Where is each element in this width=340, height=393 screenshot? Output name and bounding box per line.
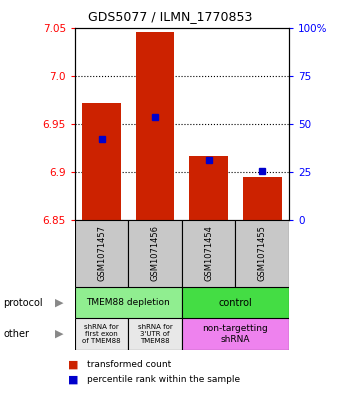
Text: GSM1071456: GSM1071456: [151, 226, 159, 281]
Text: ■: ■: [68, 374, 79, 384]
Text: protocol: protocol: [3, 298, 43, 308]
Text: ▶: ▶: [55, 298, 64, 308]
Text: transformed count: transformed count: [87, 360, 171, 369]
Bar: [182, 287, 289, 318]
Text: control: control: [219, 298, 252, 308]
Bar: [136, 32, 174, 220]
Text: shRNA for
3'UTR of
TMEM88: shRNA for 3'UTR of TMEM88: [138, 324, 172, 344]
Text: GSM1071457: GSM1071457: [97, 226, 106, 281]
Text: shRNA for
first exon
of TMEM88: shRNA for first exon of TMEM88: [82, 324, 121, 344]
Bar: [182, 220, 235, 287]
Text: ▶: ▶: [55, 329, 64, 339]
Bar: [82, 103, 121, 220]
Bar: [129, 318, 182, 350]
Text: non-targetting
shRNA: non-targetting shRNA: [203, 324, 268, 344]
Text: GDS5077 / ILMN_1770853: GDS5077 / ILMN_1770853: [88, 10, 252, 23]
Text: GSM1071455: GSM1071455: [258, 226, 267, 281]
Bar: [129, 220, 182, 287]
Bar: [243, 177, 282, 220]
Bar: [182, 318, 289, 350]
Bar: [75, 220, 129, 287]
Bar: [235, 220, 289, 287]
Bar: [75, 287, 182, 318]
Text: other: other: [3, 329, 29, 339]
Bar: [75, 318, 129, 350]
Text: percentile rank within the sample: percentile rank within the sample: [87, 375, 240, 384]
Text: ■: ■: [68, 360, 79, 370]
Bar: [189, 156, 228, 220]
Text: TMEM88 depletion: TMEM88 depletion: [86, 298, 170, 307]
Text: GSM1071454: GSM1071454: [204, 226, 213, 281]
